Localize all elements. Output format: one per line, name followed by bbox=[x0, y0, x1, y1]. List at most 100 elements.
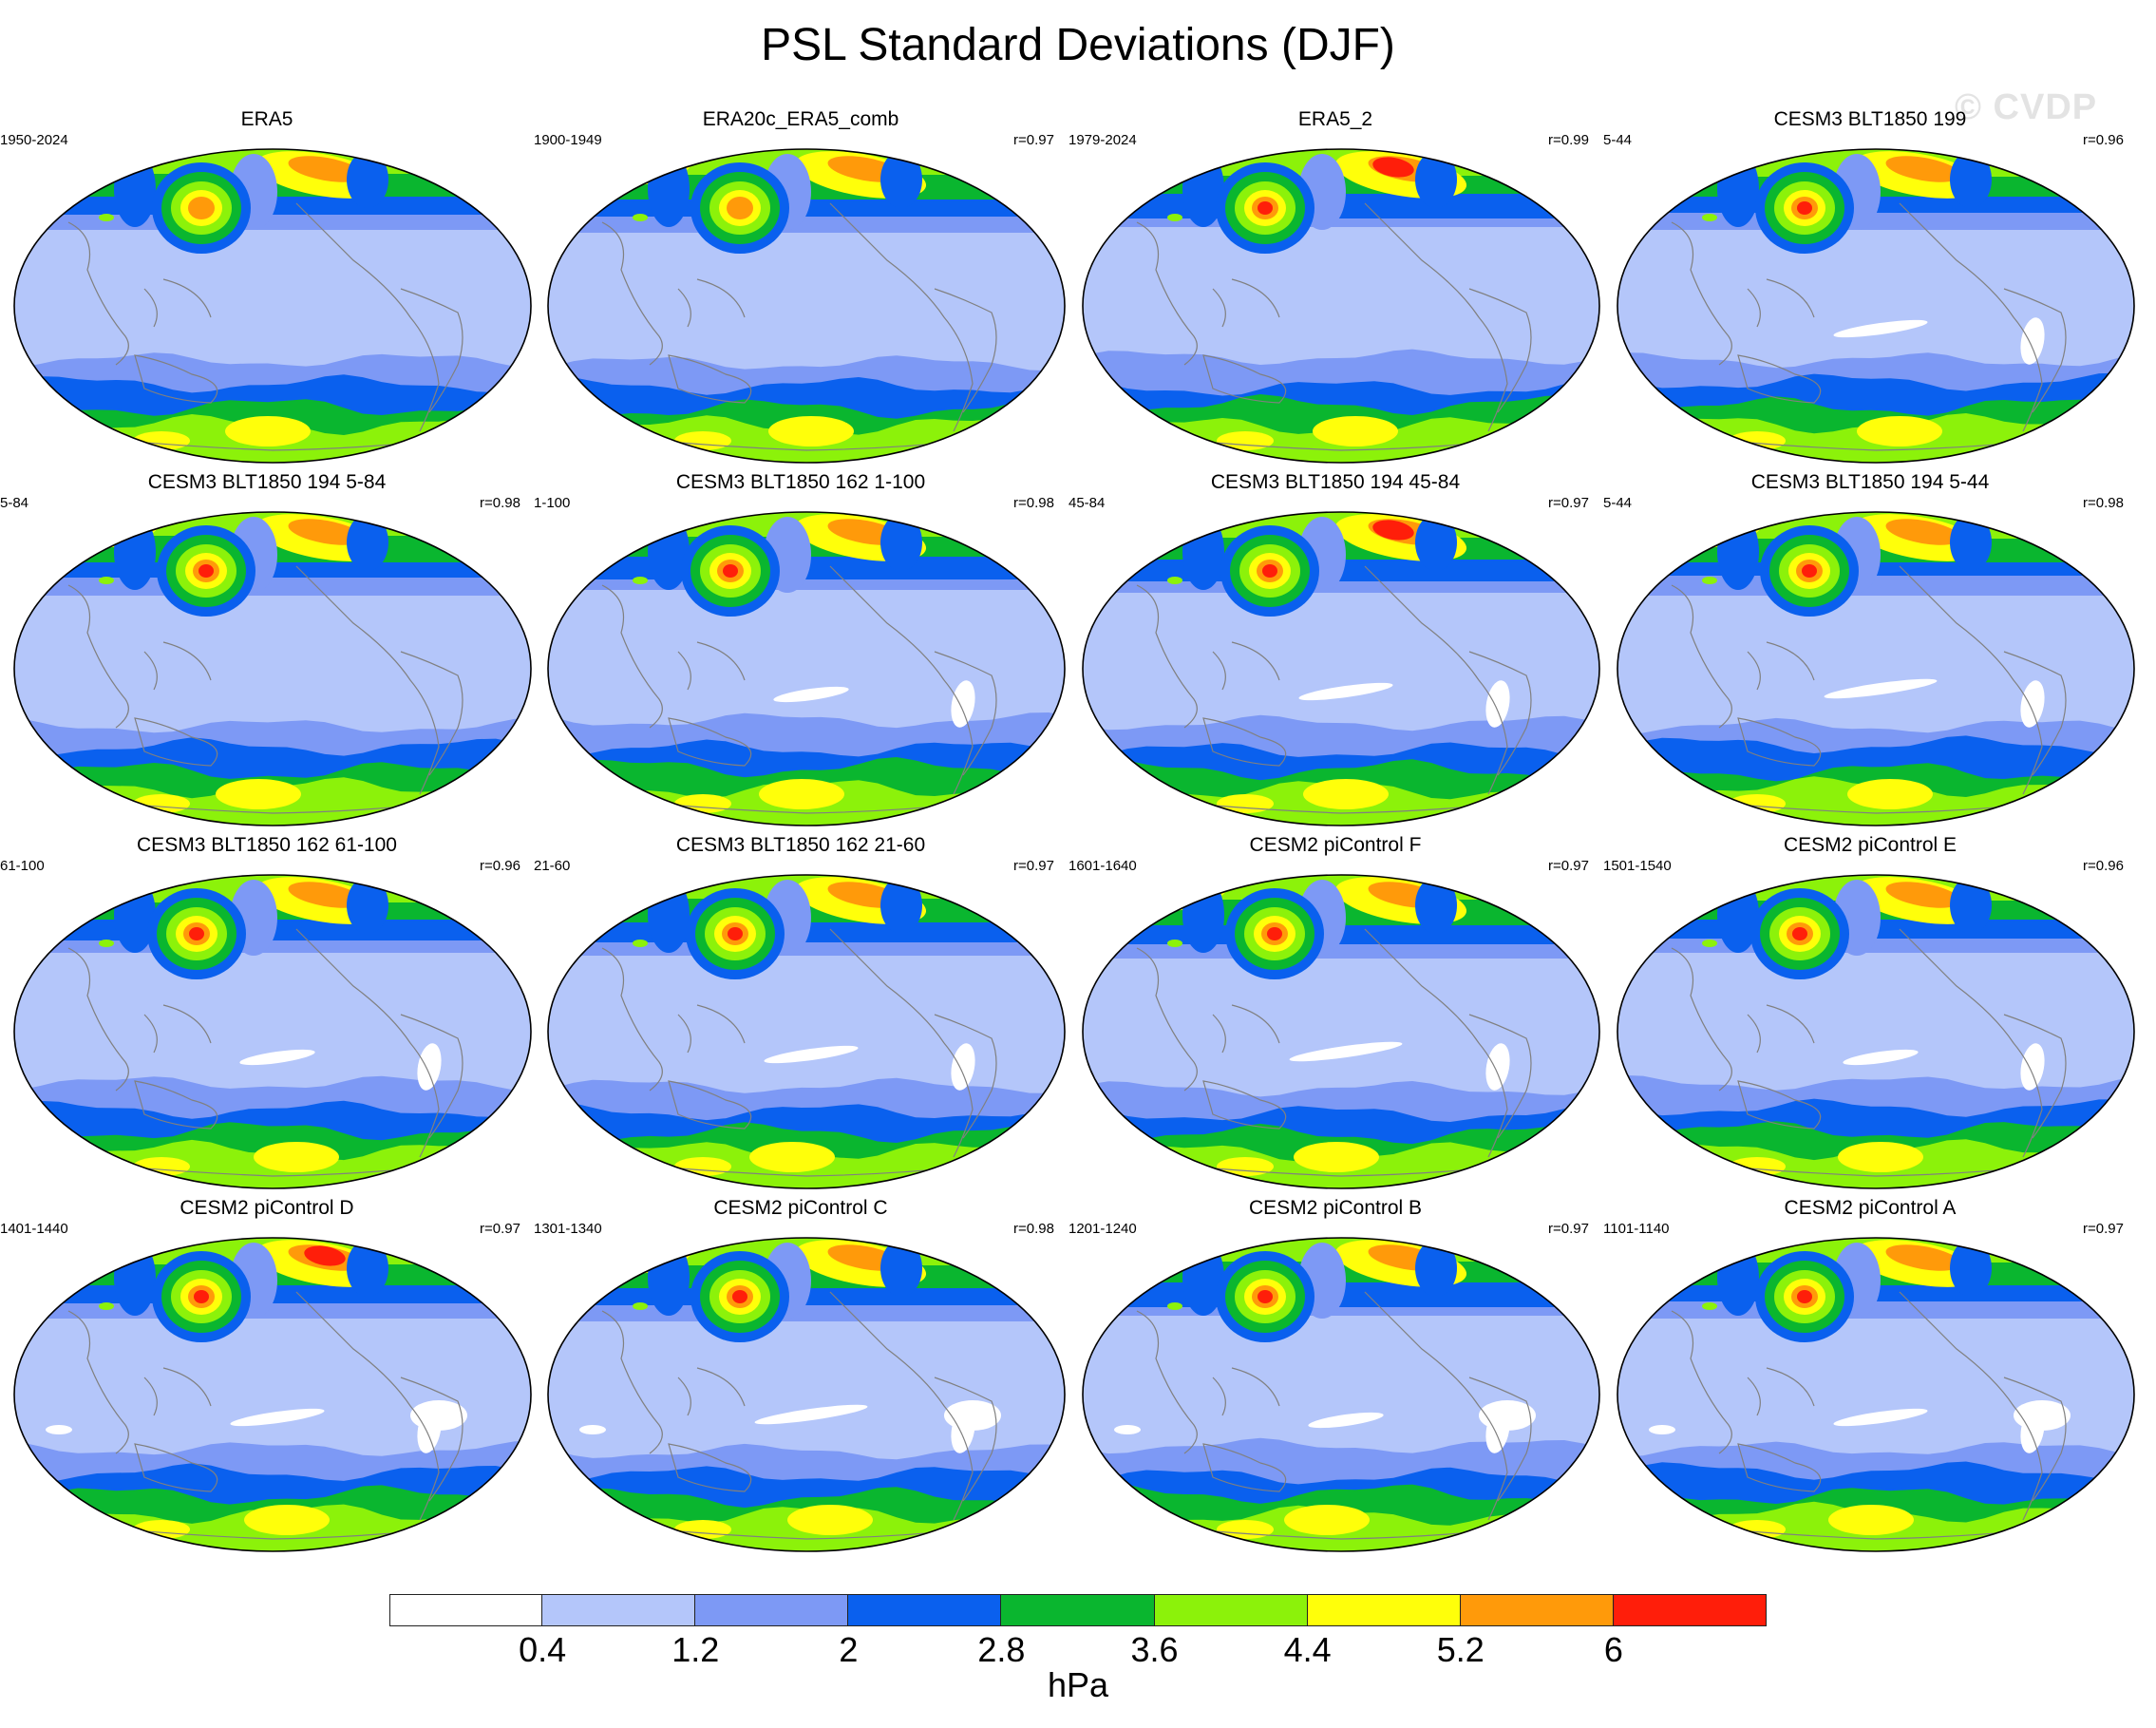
nh-trough bbox=[1415, 877, 1457, 934]
coastline bbox=[400, 651, 463, 776]
robinson-map bbox=[1082, 511, 1600, 826]
siberia-peak bbox=[1372, 520, 1414, 541]
pattern-correlation: r=0.99 bbox=[1548, 132, 1589, 148]
nh-trough bbox=[1182, 514, 1224, 590]
coastline bbox=[1737, 278, 1822, 404]
colorbar bbox=[389, 1594, 1767, 1626]
tropical-minimum bbox=[2014, 1400, 2071, 1431]
robinson-map bbox=[1617, 511, 2135, 826]
north-atlantic-core bbox=[1099, 1238, 1194, 1263]
map-panel: CESM2 piControl C 1301-1340 r=0.98 bbox=[534, 1195, 1068, 1556]
mediterranean-max bbox=[1167, 577, 1182, 584]
mediterranean-max bbox=[1702, 577, 1717, 584]
map-border bbox=[13, 874, 532, 1189]
north-atlantic-peak bbox=[1648, 1240, 1724, 1259]
tropical-minimum bbox=[754, 1404, 868, 1425]
map-panel: CESM3 BLT1850 162 1-100 1-100 r=0.98 bbox=[534, 469, 1068, 830]
robinson-map bbox=[1617, 874, 2135, 1189]
coastline bbox=[1202, 1004, 1287, 1130]
sh-max bbox=[1847, 779, 1933, 809]
panel-years: 1950-2024 bbox=[0, 132, 68, 148]
sh-max bbox=[674, 1157, 731, 1176]
colorbar-tick-label: 6 bbox=[1603, 1630, 1623, 1669]
sh-max bbox=[1313, 416, 1398, 446]
coastline bbox=[400, 1014, 463, 1139]
map-panel: CESM3 BLT1850 199 5-44 r=0.96 bbox=[1603, 106, 2137, 467]
north-atlantic-core bbox=[572, 875, 667, 900]
robinson-map bbox=[13, 1237, 532, 1552]
panel-years: 45-84 bbox=[1069, 495, 1106, 511]
tropical-minimum bbox=[2020, 317, 2045, 365]
sh-max bbox=[254, 1142, 339, 1172]
coastline bbox=[1737, 641, 1822, 767]
panel-title: CESM3 BLT1850 162 21-60 bbox=[675, 834, 926, 856]
nh-trough bbox=[648, 1240, 690, 1316]
colorbar-box bbox=[1001, 1594, 1155, 1626]
nh-trough bbox=[1415, 151, 1457, 208]
colorbar-unit-label: hPa bbox=[1047, 1665, 1109, 1704]
coastline bbox=[1136, 947, 1226, 1092]
tropical-minimum bbox=[417, 1043, 442, 1091]
colorbar-box bbox=[1613, 1594, 1767, 1626]
coastline bbox=[1899, 565, 2043, 795]
colorbar-tick-label: 5.2 bbox=[1436, 1630, 1485, 1669]
north-atlantic-peak bbox=[1648, 877, 1724, 896]
coastline bbox=[1364, 202, 1508, 432]
aleutian-peak bbox=[1797, 1290, 1812, 1303]
sh-band-higher bbox=[1083, 417, 1599, 463]
coastline bbox=[1671, 947, 1761, 1092]
aleutian-ring bbox=[188, 197, 215, 219]
map-panel: CESM2 piControl E 1501-1540 r=0.96 bbox=[1603, 832, 2137, 1193]
tropical-minimum bbox=[951, 1043, 975, 1091]
robinson-map bbox=[13, 148, 532, 464]
coastline bbox=[1202, 278, 1287, 404]
coastline bbox=[668, 1004, 752, 1130]
map-panel: CESM2 piControl A 1101-1140 r=0.97 bbox=[1603, 1195, 2137, 1556]
map-border bbox=[1082, 511, 1600, 826]
mediterranean-max bbox=[633, 940, 648, 947]
mediterranean-max bbox=[633, 577, 648, 584]
coastline bbox=[601, 221, 691, 366]
mediterranean-max bbox=[633, 214, 648, 221]
coastline bbox=[1202, 1367, 1287, 1492]
coastline bbox=[134, 1004, 218, 1130]
pattern-correlation: r=0.98 bbox=[480, 495, 520, 511]
aleutian-peak bbox=[723, 564, 738, 578]
north-atlantic-core bbox=[579, 1238, 674, 1263]
map-border bbox=[1082, 874, 1600, 1189]
map-border bbox=[1082, 148, 1600, 464]
panel-years: 61-100 bbox=[0, 858, 45, 874]
figure-title: PSL Standard Deviations (DJF) bbox=[761, 20, 1395, 70]
north-atlantic-core bbox=[1649, 512, 1744, 537]
nh-trough bbox=[114, 514, 156, 590]
aleutian-peak bbox=[1802, 564, 1817, 578]
siberia-peak bbox=[1372, 157, 1414, 178]
panel-years: 5-44 bbox=[1603, 132, 1633, 148]
sh-max bbox=[1217, 1520, 1274, 1539]
aleutian-peak bbox=[1258, 201, 1273, 215]
coastline bbox=[1202, 641, 1287, 767]
panel-title: CESM3 BLT1850 162 61-100 bbox=[137, 834, 397, 856]
coastline bbox=[295, 928, 440, 1158]
siberia-peak bbox=[304, 1245, 346, 1266]
coastline bbox=[1136, 584, 1226, 729]
tropical-minimum bbox=[1289, 1041, 1403, 1062]
nh-trough bbox=[114, 151, 156, 227]
coastline bbox=[1364, 565, 1508, 795]
coastline bbox=[601, 1310, 691, 1454]
mediterranean-max bbox=[1167, 1302, 1182, 1310]
colorbar-tick-label: 0.4 bbox=[519, 1630, 567, 1669]
panel-title: CESM2 piControl E bbox=[1783, 834, 1957, 856]
coastline bbox=[934, 1014, 997, 1139]
panel-years: 1979-2024 bbox=[1069, 132, 1137, 148]
panel-years: 1301-1340 bbox=[534, 1221, 602, 1237]
colorbar-tick-label: 3.6 bbox=[1130, 1630, 1179, 1669]
pattern-correlation: r=0.97 bbox=[1013, 132, 1054, 148]
sh-max bbox=[1303, 779, 1389, 809]
nh-trough bbox=[648, 151, 690, 227]
pattern-correlation: r=0.98 bbox=[1013, 495, 1054, 511]
nh-trough bbox=[1415, 1240, 1457, 1297]
coastline bbox=[668, 1367, 752, 1492]
colorbar-box bbox=[389, 1594, 543, 1626]
mediterranean-max bbox=[1167, 940, 1182, 947]
